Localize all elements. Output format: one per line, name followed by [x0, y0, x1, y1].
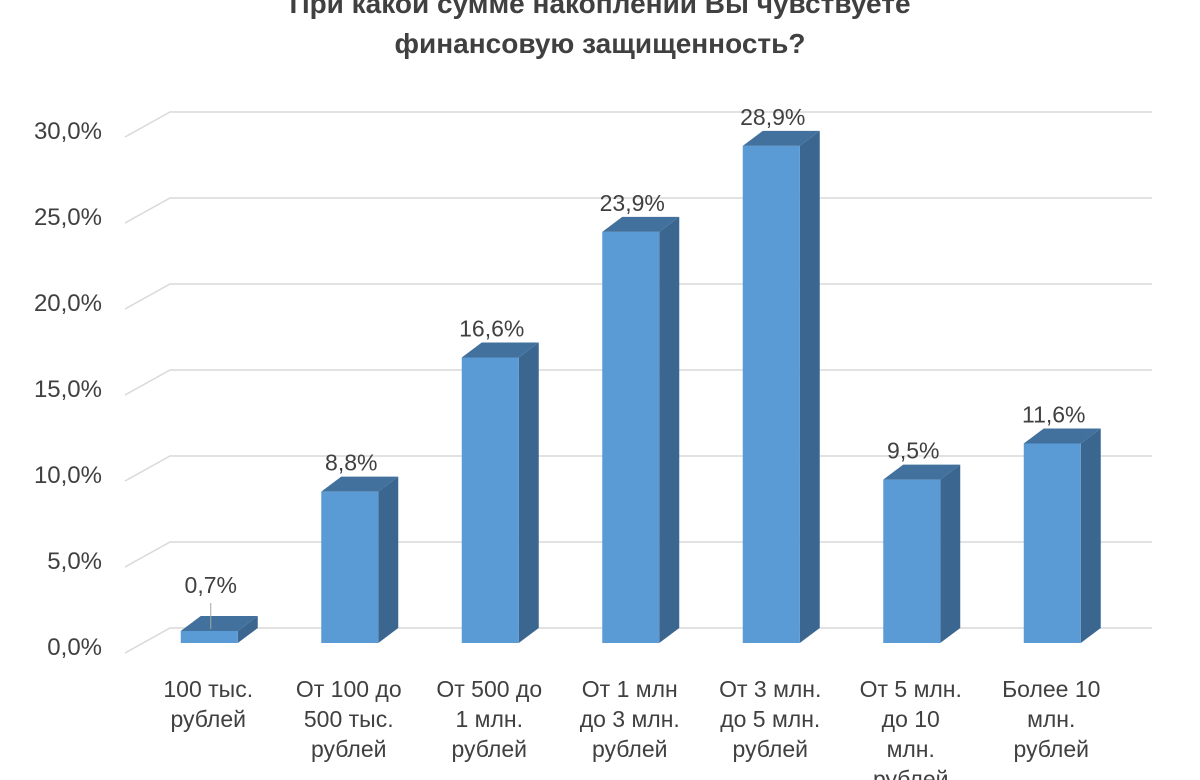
data-label: 8,8%	[325, 450, 377, 476]
x-tick-label: От 5 млн. до 10 млн. рублей	[860, 676, 962, 780]
bar	[602, 231, 660, 644]
chart-title-line-1: При какой сумме накоплений Вы чувствуете	[289, 0, 911, 19]
chart-title-line-2: финансовую защищенность?	[394, 28, 806, 59]
y-tick-label: 20,0%	[34, 290, 102, 317]
y-tick-label: 15,0%	[34, 376, 102, 403]
bar-top	[602, 216, 680, 232]
data-label: 11,6%	[1022, 401, 1086, 427]
x-tick-label-line: рублей	[733, 736, 809, 762]
bar-side	[940, 464, 961, 643]
bar	[180, 630, 238, 643]
bar	[461, 357, 519, 643]
x-tick-label-line: 100 тыс.	[163, 676, 253, 702]
x-tick-label-line: рублей	[873, 766, 949, 780]
gridline	[124, 197, 1152, 224]
gridline	[124, 369, 1152, 396]
x-tick-label-line: рублей	[452, 736, 528, 762]
y-tick-label: 10,0%	[34, 462, 102, 489]
bar-top	[1023, 428, 1101, 444]
y-tick-label: 30,0%	[34, 118, 102, 145]
x-tick-label-line: рублей	[1014, 736, 1090, 762]
x-tick-label-line: рублей	[171, 706, 247, 732]
bar	[883, 479, 941, 643]
x-tick-label-line: От 1 млн	[582, 676, 678, 702]
x-tick-label: От 3 млн. до 5 млн. рублей	[719, 676, 821, 762]
gridline	[124, 111, 1152, 138]
gridline	[124, 627, 1152, 654]
x-tick-label-line: 500 тыс.	[304, 706, 394, 732]
x-tick-label-line: 1 млн.	[455, 706, 523, 732]
x-tick-label-line: Более 10	[1002, 676, 1100, 702]
bar	[1023, 443, 1081, 643]
x-tick-label: От 100 до 500 тыс. рублей	[296, 676, 402, 762]
gridline	[124, 541, 1152, 568]
data-label: 28,9%	[740, 104, 805, 130]
x-tick-label-line: От 5 млн.	[860, 676, 962, 702]
bar-side	[518, 342, 539, 643]
x-tick-label-line: От 500 до	[436, 676, 542, 702]
x-tick-label-line: до 10	[882, 706, 940, 732]
x-tick-label-line: млн.	[887, 736, 935, 762]
bar-top	[742, 130, 820, 146]
bar-top	[883, 464, 961, 480]
bar	[742, 145, 800, 644]
x-tick-label-line: млн.	[1027, 706, 1075, 732]
data-label: 23,9%	[600, 190, 665, 216]
data-label: 16,6%	[459, 315, 524, 341]
data-label: 9,5%	[887, 438, 939, 464]
bar-top	[321, 476, 399, 492]
x-tick-label-line: От 100 до	[296, 676, 402, 702]
bar-side	[659, 216, 680, 644]
x-tick-label: От 500 до 1 млн. рублей	[436, 676, 542, 762]
y-tick-label: 5,0%	[47, 548, 102, 575]
bar-side	[799, 130, 820, 644]
y-tick-label: 25,0%	[34, 204, 102, 231]
bar-side	[378, 476, 399, 643]
x-tick-label: 100 тыс. рублей	[163, 676, 253, 732]
data-label: 0,7%	[185, 572, 237, 598]
x-tick-label: От 1 млн до 3 млн. рублей	[580, 676, 680, 762]
gridline	[124, 283, 1152, 310]
bar-top	[461, 342, 539, 358]
x-tick-label: Более 10 млн. рублей	[1002, 676, 1100, 762]
bar	[321, 491, 379, 643]
x-tick-label-line: до 3 млн.	[580, 706, 680, 732]
bar-side	[237, 615, 258, 643]
x-tick-label-line: до 5 млн.	[720, 706, 820, 732]
bar-side	[1080, 428, 1101, 643]
x-tick-label-line: рублей	[592, 736, 668, 762]
x-tick-label-line: рублей	[311, 736, 387, 762]
bar-top	[180, 615, 258, 631]
gridline	[124, 455, 1152, 482]
y-tick-label: 0,0%	[47, 634, 102, 661]
x-tick-label-line: От 3 млн.	[719, 676, 821, 702]
